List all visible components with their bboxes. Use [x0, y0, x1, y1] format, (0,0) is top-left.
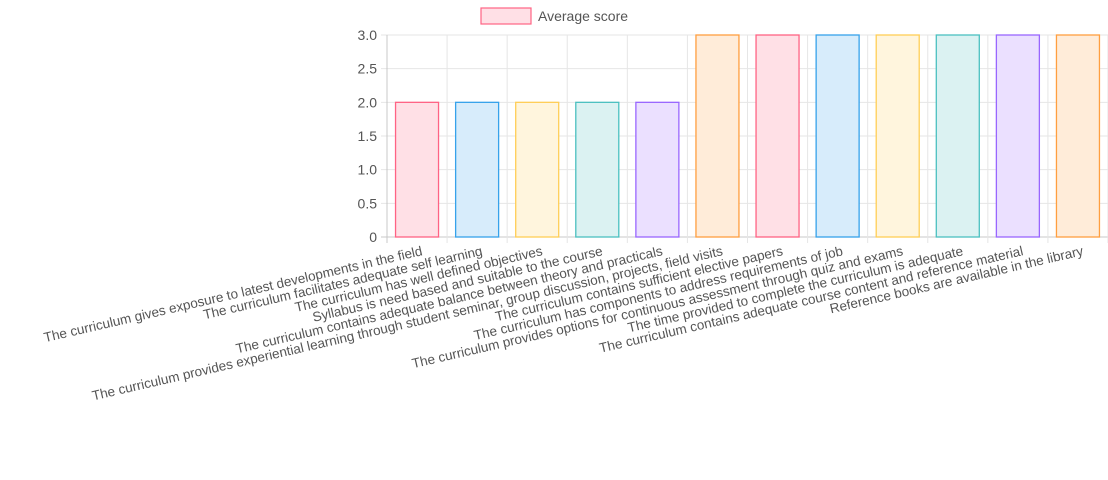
- legend-label: Average score: [538, 8, 628, 24]
- y-tick-label: 1.0: [358, 162, 378, 178]
- bar[interactable]: [995, 34, 1041, 238]
- bars: [394, 34, 1101, 238]
- y-tick-label: 1.5: [358, 128, 378, 144]
- y-tick-label: 0: [369, 229, 377, 245]
- bar[interactable]: [454, 101, 500, 238]
- legend-swatch: [480, 7, 532, 25]
- bar[interactable]: [755, 34, 800, 238]
- y-axis-ticks: 0 0.5 1.0 1.5 2.0 2.5 3.0: [358, 27, 378, 245]
- bar[interactable]: [515, 101, 560, 238]
- bar[interactable]: [635, 101, 680, 238]
- y-tick-label: 2.5: [358, 61, 378, 77]
- bar[interactable]: [815, 34, 860, 238]
- bar[interactable]: [935, 34, 980, 238]
- bar[interactable]: [695, 34, 740, 238]
- bar[interactable]: [575, 101, 620, 238]
- x-axis-labels: The curriculum gives exposure to latest …: [42, 243, 1085, 403]
- gridlines: [381, 34, 1108, 243]
- bar[interactable]: [394, 101, 440, 238]
- y-tick-label: 2.0: [358, 94, 378, 110]
- legend[interactable]: Average score: [480, 7, 628, 25]
- bar[interactable]: [1055, 34, 1101, 238]
- y-tick-label: 3.0: [358, 27, 378, 43]
- bar[interactable]: [875, 34, 920, 238]
- y-tick-label: 0.5: [358, 195, 378, 211]
